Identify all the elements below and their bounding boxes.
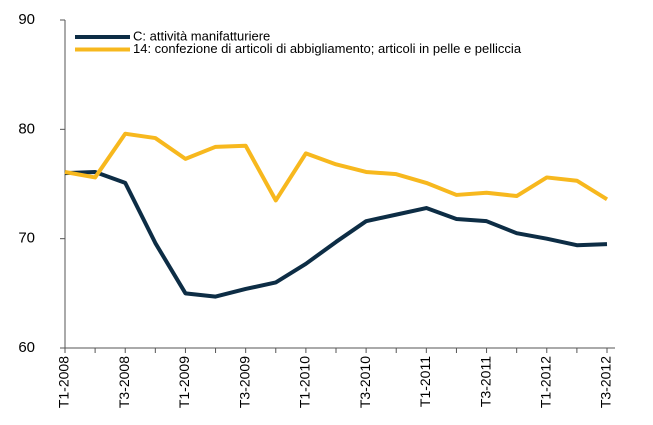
legend-label: C: attività manifatturiere xyxy=(133,28,270,43)
y-tick-label: 70 xyxy=(18,230,35,247)
x-tick-label: T1-2011 xyxy=(417,356,433,407)
x-tick-label: T1-2008 xyxy=(56,356,72,408)
x-tick-label: T3-2008 xyxy=(116,356,132,408)
x-tick-label: T3-2009 xyxy=(236,356,252,408)
y-tick-label: 60 xyxy=(18,339,35,356)
series-line xyxy=(64,131,609,203)
x-tick-label: T3-2010 xyxy=(357,356,373,408)
x-tick-label: T1-2010 xyxy=(297,356,313,408)
x-tick-label: T1-2009 xyxy=(176,356,192,408)
x-tick-label: T3-2012 xyxy=(598,356,614,408)
x-tick-label: T1-2012 xyxy=(537,356,553,408)
series-line xyxy=(64,169,608,299)
y-tick-label: 80 xyxy=(18,120,35,137)
legend-label: 14: confezione di articoli di abbigliame… xyxy=(133,41,522,56)
y-tick-label: 90 xyxy=(18,11,35,28)
x-tick-label: T3-2011 xyxy=(477,356,493,407)
